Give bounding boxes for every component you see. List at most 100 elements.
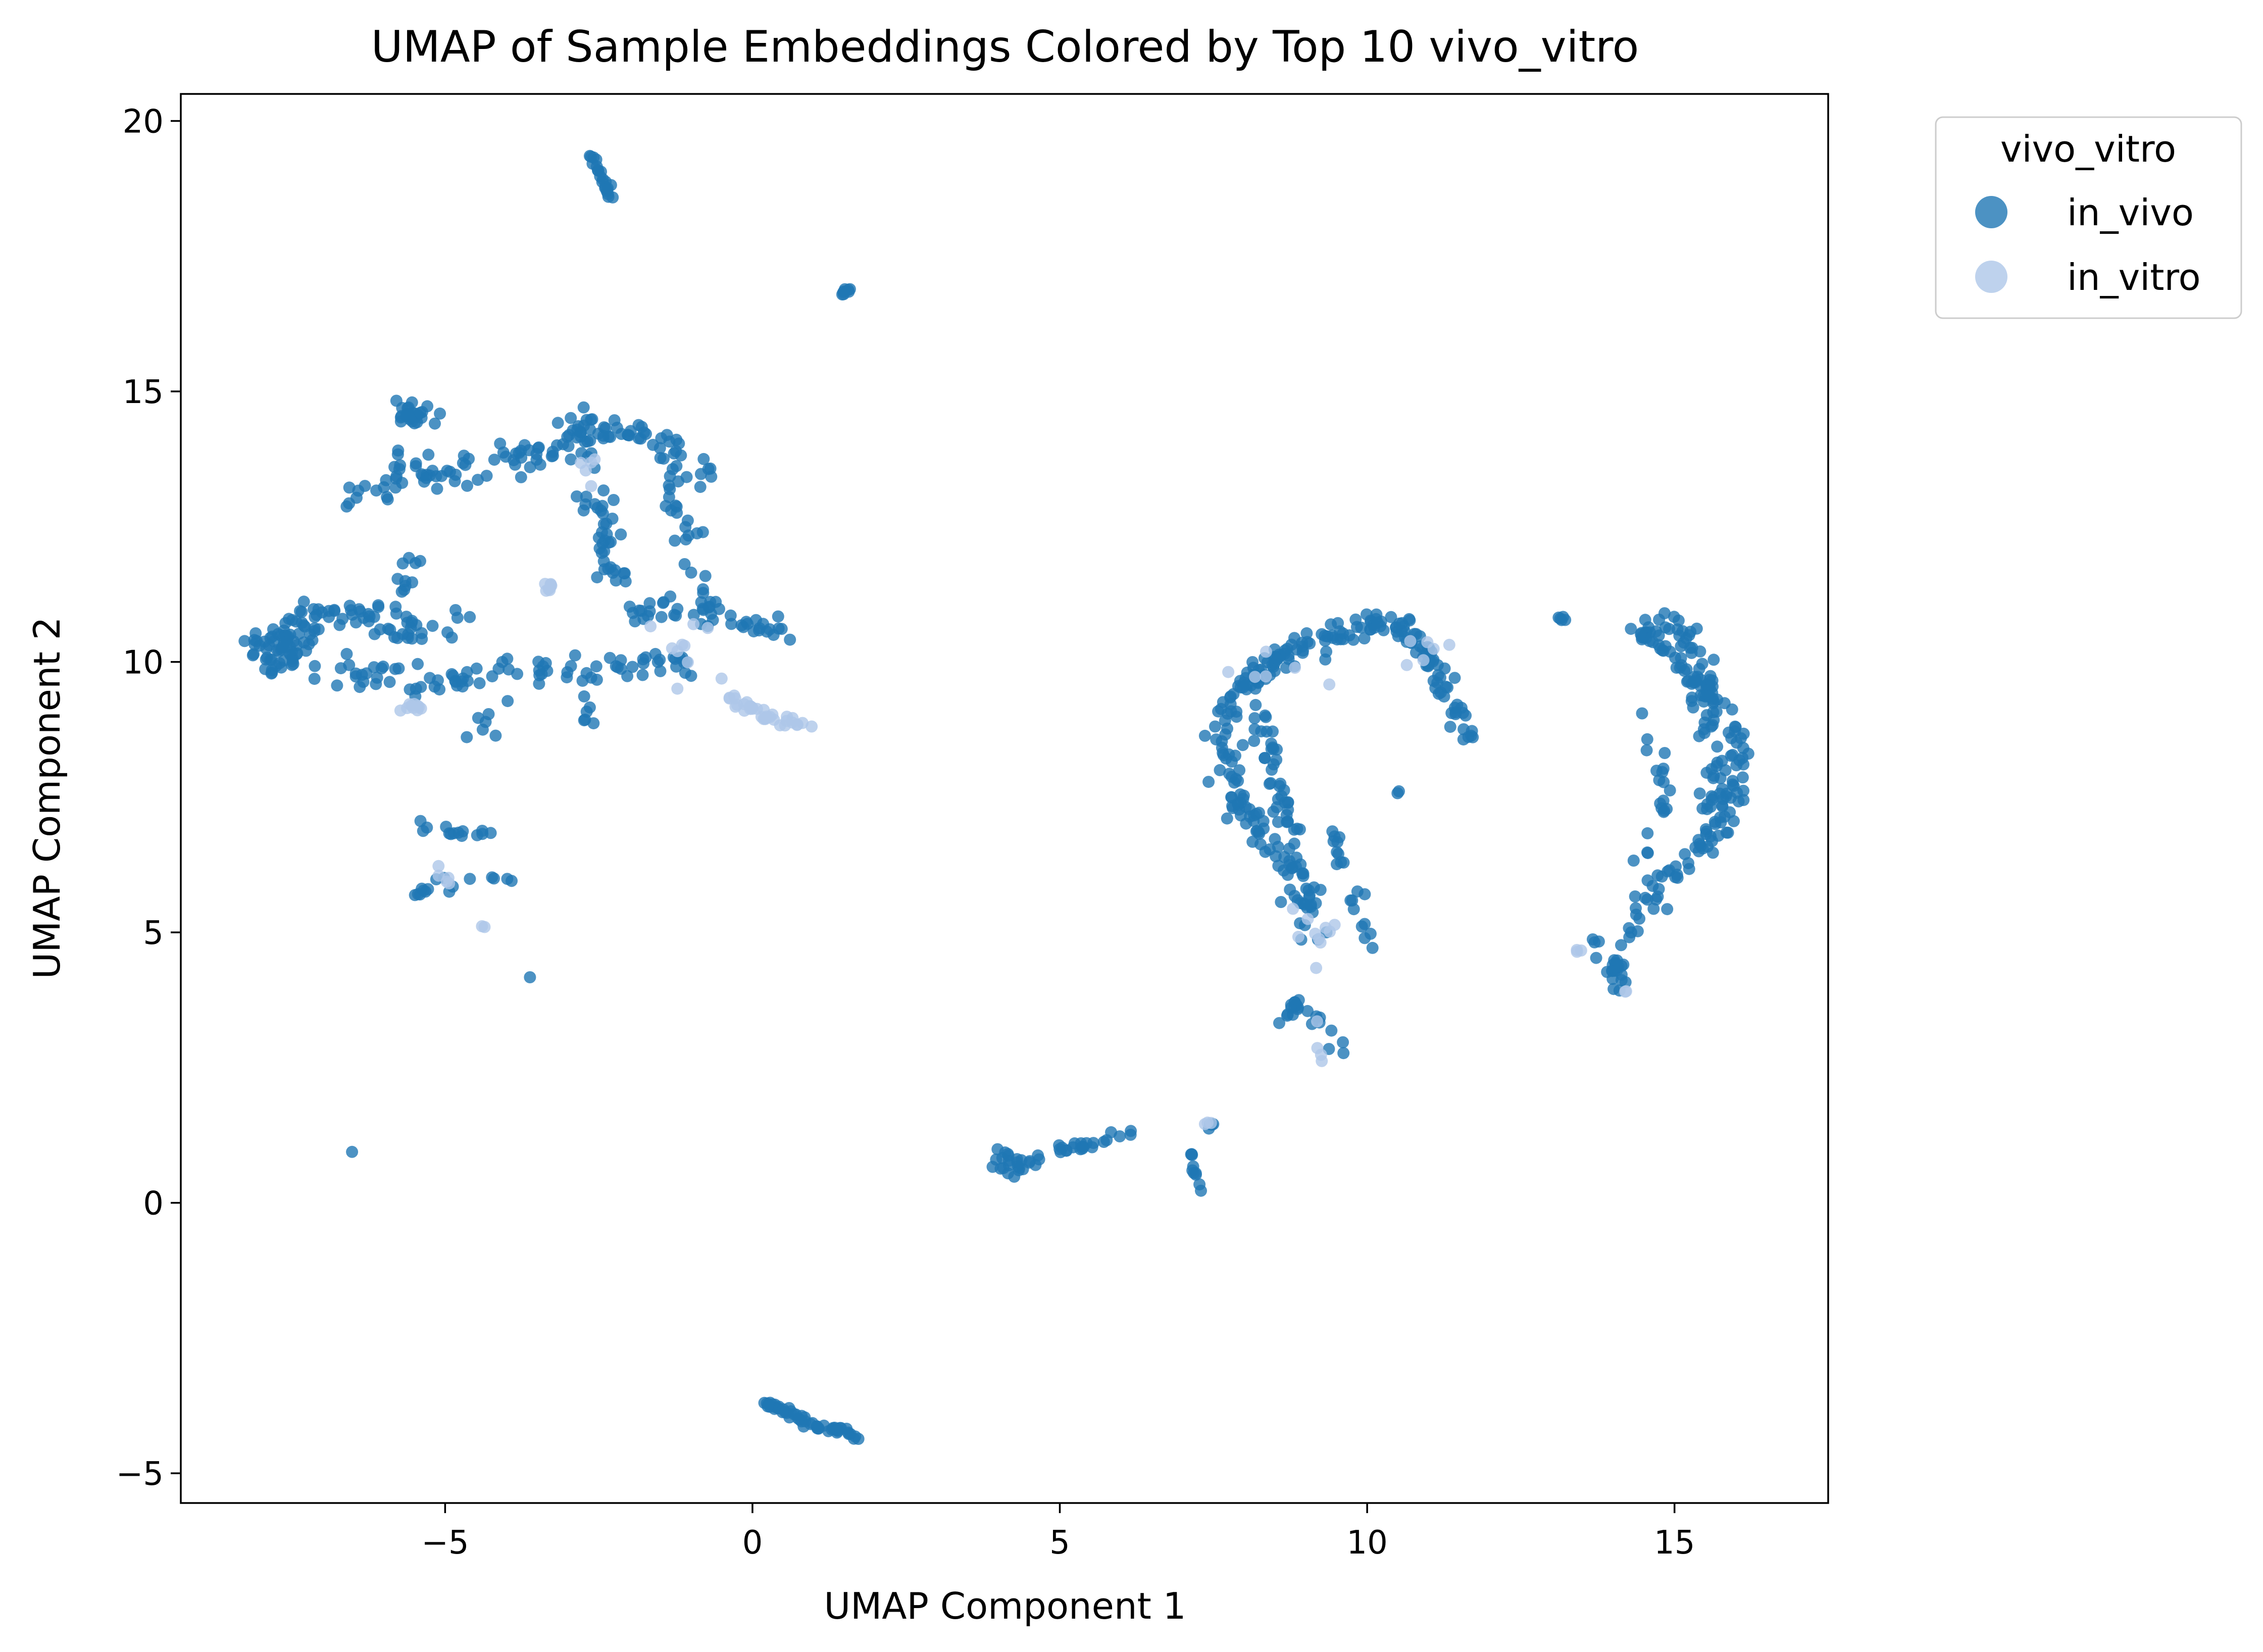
point-in_vivo-444 [600,517,613,530]
point-in_vivo-449 [696,603,709,615]
point-in_vivo-92 [297,619,310,632]
point-in_vivo-471 [660,500,672,512]
point-in_vivo-988 [1366,941,1379,954]
scatter-points [238,149,1754,1445]
point-in_vivo-560 [837,288,850,301]
point-in_vivo-1179 [1678,665,1691,677]
point-in_vivo-916 [1282,815,1294,828]
point-in_vivo-993 [1331,846,1343,859]
point-in_vivo-1171 [1661,903,1674,916]
x-tick-label-0: −5 [421,1524,469,1562]
point-in_vitro-59 [676,638,688,651]
point-in_vivo-995 [1355,920,1368,933]
point-in_vivo-213 [515,471,527,483]
point-in_vivo-295 [392,444,405,457]
point-in_vivo-869 [1246,835,1259,848]
point-in_vivo-1152 [1737,794,1750,807]
point-in_vivo-740 [1198,729,1211,742]
point-in_vitro-56 [644,620,657,633]
y-tick-label-3: 10 [123,644,164,682]
point-in_vivo-982 [1359,888,1371,900]
point-in_vivo-1121 [1625,623,1637,635]
point-in_vivo-912 [1249,698,1262,711]
point-in_vivo-907 [1255,725,1268,738]
point-in_vivo-877 [1248,712,1261,724]
point-in_vitro-79 [1314,936,1327,949]
point-in_vivo-342 [414,407,427,419]
point-in_vivo-473 [669,534,681,547]
point-in_vivo-88 [415,627,428,639]
point-in_vivo-517 [489,729,502,742]
point-in_vivo-210 [697,453,710,465]
point-in_vivo-971 [1462,731,1475,743]
point-in_vivo-281 [663,435,676,448]
point-in_vivo-1135 [1736,771,1749,784]
point-in_vivo-1222 [1707,706,1720,719]
legend-label-in-vivo: in_vivo [2067,191,2194,234]
point-in_vivo-23 [238,635,251,647]
point-in_vivo-991 [1333,831,1346,843]
point-in_vivo-707 [1300,627,1313,639]
point-in_vitro-71 [575,457,587,469]
point-in_vivo-280 [694,468,707,480]
point-in_vivo-371 [772,610,784,623]
point-in_vivo-445 [764,623,776,635]
point-in_vivo-521 [476,723,489,736]
point-in_vivo-998 [1273,1017,1285,1029]
point-in_vitro-55 [715,672,728,685]
point-in_vivo-889 [1259,752,1271,765]
point-in_vitro-57 [671,682,684,695]
point-in_vitro-63 [432,860,445,872]
point-in_vivo-369 [608,494,620,506]
point-in_vivo-660 [1023,1156,1035,1169]
point-in_vivo-467 [672,475,685,488]
point-in_vivo-1017 [1337,1036,1349,1048]
point-in_vivo-661 [1011,1156,1024,1169]
point-in_vivo-205 [535,668,548,680]
point-in_vivo-699 [1319,653,1332,666]
point-in_vitro-97 [1198,1118,1211,1130]
point-in_vivo-193 [637,657,650,670]
point-in_vivo-919 [1444,721,1456,733]
point-in_vivo-783 [1371,616,1384,629]
point-in_vitro-89 [1404,635,1417,647]
point-in_vivo-901 [1275,790,1288,803]
point-in_vitro-44 [411,704,424,717]
point-in_vivo-529 [524,971,536,983]
point-in_vivo-525 [583,701,596,714]
point-in_vivo-191 [412,658,424,670]
point-in_vivo-848 [1214,764,1226,776]
point-in_vivo-105 [464,611,476,623]
point-in_vivo-876 [1314,884,1327,896]
point-in_vivo-1254 [1657,763,1670,775]
point-in_vivo-448 [635,605,647,617]
point-in_vivo-1020 [1391,787,1404,799]
point-in_vivo-146 [585,671,597,684]
point-in_vivo-772 [1385,611,1397,623]
point-in_vivo-155 [343,659,356,671]
point-in_vivo-408 [775,623,788,635]
point-in_vivo-775 [1219,714,1231,727]
point-in_vivo-140 [621,670,634,682]
point-in_vivo-1248 [1641,827,1654,839]
point-in_vivo-474 [669,499,682,512]
point-in_vivo-968 [1432,687,1445,700]
point-in_vivo-737 [1361,608,1373,621]
legend: vivo_vitro in_vivo in_vitro [1935,116,2242,319]
point-in_vivo-351 [565,412,577,424]
point-in_vivo-113 [309,611,321,623]
point-in_vivo-158 [679,667,691,679]
point-in_vitro-86 [1417,654,1430,667]
point-in_vivo-906 [1263,778,1276,790]
point-in_vivo-1244 [1690,674,1702,686]
point-in_vivo-106 [333,619,346,631]
point-in_vivo-1012 [1285,1002,1297,1014]
point-in_vivo-72 [372,600,385,613]
point-in_vivo-508 [501,873,514,885]
point-in_vitro-61 [687,618,700,630]
point-in_vivo-1246 [1664,784,1676,796]
point-in_vivo-911 [1272,816,1284,828]
point-in_vivo-874 [1244,810,1256,823]
point-in_vitro-105 [1222,666,1235,678]
y-tick-label-5: 20 [123,104,164,141]
